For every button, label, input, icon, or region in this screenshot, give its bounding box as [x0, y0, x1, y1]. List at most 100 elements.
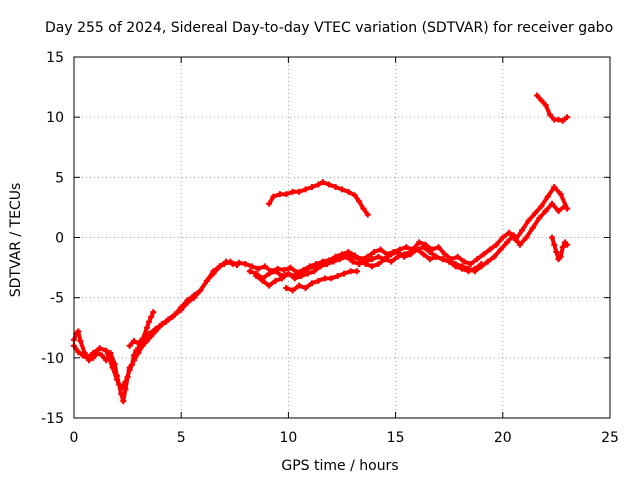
data-point [345, 188, 352, 195]
data-point [369, 263, 376, 270]
data-point [210, 270, 217, 277]
data-point [349, 253, 356, 260]
data-point [516, 241, 523, 248]
data-point [510, 232, 517, 239]
data-point [135, 350, 142, 357]
data-point [426, 256, 433, 263]
data-point [549, 200, 556, 207]
data-point [285, 270, 292, 277]
data-point [491, 253, 498, 260]
y-tick-label: -5 [50, 291, 64, 307]
data-point [122, 378, 129, 385]
data-point [113, 376, 120, 383]
data-point [416, 239, 423, 246]
data-point [298, 270, 305, 277]
data-point [315, 181, 322, 188]
data-point [544, 193, 551, 200]
data-point [266, 282, 273, 289]
data-point [480, 251, 487, 258]
x-tick-label: 15 [387, 430, 405, 446]
x-tick-label: 5 [177, 430, 186, 446]
data-point [330, 256, 337, 263]
data-point [184, 297, 191, 304]
y-tick-label: 10 [46, 110, 64, 126]
data-point [459, 265, 466, 272]
data-point [315, 277, 322, 284]
data-point [143, 324, 150, 331]
data-point [478, 260, 485, 267]
data-point [551, 241, 558, 248]
data-point [266, 270, 273, 277]
data-point [341, 270, 348, 277]
data-point [420, 244, 427, 251]
data-point [253, 273, 260, 280]
data-point [551, 183, 558, 190]
data-point [291, 273, 298, 280]
data-point [109, 364, 116, 371]
data-point [326, 181, 333, 188]
data-point [364, 211, 371, 218]
data-point [289, 188, 296, 195]
data-point [334, 273, 341, 280]
data-point [242, 260, 249, 267]
data-point [461, 258, 468, 265]
data-point [538, 203, 545, 210]
data-point [323, 258, 330, 265]
data-point [227, 258, 234, 265]
data-point [426, 248, 433, 255]
data-point [394, 248, 401, 255]
data-point [197, 287, 204, 294]
data-point [246, 268, 253, 275]
data-point [259, 277, 266, 284]
grid [74, 57, 610, 418]
data-point [287, 264, 294, 271]
data-point [546, 111, 553, 118]
data-point [171, 311, 178, 318]
data-point [146, 330, 153, 337]
data-point [484, 258, 491, 265]
data-point [362, 260, 369, 267]
data-point [139, 335, 146, 342]
data-point [90, 350, 97, 357]
data-point [467, 260, 474, 267]
data-point [308, 280, 315, 287]
data-point [452, 263, 459, 270]
data-point [191, 292, 198, 299]
data-point [564, 114, 571, 121]
data-point [118, 386, 125, 393]
y-tick-label: 0 [55, 231, 64, 247]
data-point [401, 253, 408, 260]
data-point [474, 256, 481, 263]
data-point [388, 251, 395, 258]
data-point [433, 253, 440, 260]
data-point [75, 348, 82, 355]
data-point [420, 251, 427, 258]
chart-title: Day 255 of 2024, Sidereal Day-to-day VTE… [45, 20, 613, 36]
data-point [203, 277, 210, 284]
data-point [360, 205, 367, 212]
data-point [283, 285, 290, 292]
data-point [536, 215, 543, 222]
y-tick-label: -15 [41, 411, 64, 427]
data-point [375, 253, 382, 260]
data-point [296, 282, 303, 289]
data-point [216, 263, 223, 270]
y-tick-label: 15 [46, 50, 64, 66]
data-point [441, 251, 448, 258]
x-tick-label: 25 [601, 430, 619, 446]
data-point [347, 268, 354, 275]
data-point [388, 258, 395, 265]
data-point [555, 208, 562, 215]
data-point [221, 260, 228, 267]
data-point [538, 97, 545, 104]
data-point [96, 345, 103, 352]
data-point [139, 342, 146, 349]
data-point [308, 183, 315, 190]
y-axis-label: SDTVAR / TECUs [8, 183, 24, 298]
data-point [351, 192, 358, 199]
data-point [146, 318, 153, 325]
series-trace [247, 201, 567, 281]
data-point [296, 188, 303, 195]
data-point [311, 263, 318, 270]
data-point [454, 253, 461, 260]
